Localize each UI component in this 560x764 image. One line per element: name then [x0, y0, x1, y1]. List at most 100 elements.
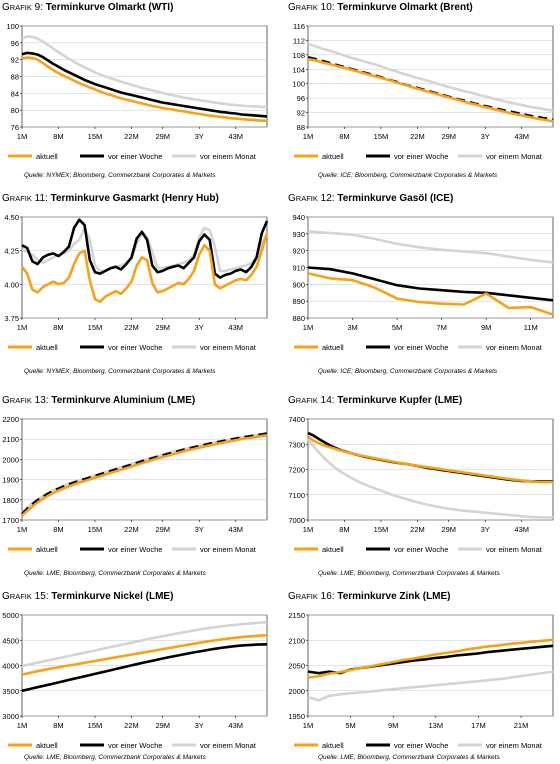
- legend-label: aktuell: [36, 741, 58, 750]
- chart-title: GRAFIK 11: Terminkurve Gasmarkt (Henry H…: [2, 193, 219, 204]
- y-tick-label: 1900: [2, 476, 19, 485]
- x-tick-label: 1M: [17, 721, 27, 730]
- chart-panel-11: GRAFIK 11: Terminkurve Gasmarkt (Henry H…: [2, 193, 274, 375]
- x-tick-label: 8M: [339, 132, 349, 141]
- series-line-aktuell: [307, 57, 554, 123]
- y-tick-label: 7400: [288, 415, 305, 424]
- y-tick-label: 76: [11, 123, 19, 132]
- series-line-vor-einem-monat: [21, 620, 268, 668]
- y-tick-label: 890: [292, 297, 305, 306]
- series-line-vor-einer-woche: [21, 218, 269, 279]
- x-tick-label: 5M: [392, 323, 402, 332]
- y-tick-label: 14500: [2, 636, 19, 645]
- x-tick-label: 43M: [514, 132, 529, 141]
- chart-source: Quelle: NYMEX; Bloomberg, Commerzbank Co…: [24, 172, 216, 179]
- x-tick-label: 15M: [374, 132, 389, 141]
- chart-svg: 15000 14500 14000 13500 130001M 8M 15M 22M 29M 3Y…: [2, 611, 268, 750]
- x-tick-label: 43M: [228, 721, 243, 730]
- y-tick-label: 80: [11, 106, 19, 115]
- series-line-vor-einem-monat: [307, 670, 554, 702]
- chart-panel-14: GRAFIK 14: Terminkurve Kupfer (LME) 7400…: [288, 395, 560, 577]
- x-tick-label: 13M: [429, 721, 444, 730]
- x-tick-label: 15M: [88, 721, 103, 730]
- legend-label: vor einem Monat: [200, 741, 257, 750]
- y-tick-label: 100: [292, 80, 305, 89]
- chart-source: Quelle: ICE; Bloomberg, Commerzbank Corp…: [318, 172, 498, 179]
- y-tick-label: 2150: [288, 611, 305, 620]
- chart-title: GRAFIK 12: Terminkurve Gasöl (ICE): [288, 193, 454, 204]
- legend-label: aktuell: [36, 545, 58, 554]
- x-tick-label: 22M: [124, 525, 139, 534]
- plot-area: [21, 418, 268, 521]
- legend-label: vor einem Monat: [486, 343, 543, 352]
- y-tick-label: 7000: [288, 516, 305, 525]
- y-tick-label: 880: [292, 314, 305, 323]
- x-tick-label: 29M: [155, 721, 170, 730]
- x-tick-label: 29M: [441, 132, 456, 141]
- chart-panel-10: GRAFIK 10: Terminkurve Olmarkt (Brent) 1…: [288, 2, 560, 184]
- x-tick-label: 15M: [374, 525, 389, 534]
- chart-panel-12: GRAFIK 12: Terminkurve Gasöl (ICE) 940 93…: [288, 193, 560, 375]
- y-tick-label: 1800: [2, 496, 19, 505]
- y-tick-label: 116: [293, 22, 305, 31]
- x-tick-label: 29M: [155, 132, 170, 141]
- x-tick-label: 8M: [53, 525, 63, 534]
- x-tick-label: 7M: [436, 323, 446, 332]
- y-tick-label: 92: [11, 56, 19, 65]
- y-tick-label: 2100: [288, 636, 305, 645]
- y-tick-label: 3.75: [4, 314, 19, 323]
- legend-label: vor einer Woche: [108, 343, 162, 352]
- x-tick-label: 1M: [17, 132, 27, 141]
- chart-title: GRAFIK 13: Terminkurve Aluminium (LME): [2, 395, 196, 406]
- x-tick-label: 15M: [88, 525, 103, 534]
- x-tick-label: 43M: [228, 132, 243, 141]
- y-tick-label: 4.50: [4, 213, 19, 222]
- x-tick-label: 9M: [388, 721, 398, 730]
- series-line-aktuell: [307, 435, 553, 484]
- y-tick-label: 930: [292, 230, 305, 239]
- y-tick-label: 2100: [2, 435, 19, 444]
- x-tick-label: 43M: [514, 525, 529, 534]
- series-line-aktuell: [307, 638, 554, 679]
- y-tick-label: 900: [292, 280, 305, 289]
- series-line-aktuell: [307, 272, 554, 316]
- y-tick-label: 88: [11, 73, 19, 82]
- y-tick-label: 4.00: [4, 280, 19, 289]
- y-tick-label: 1950: [288, 712, 305, 721]
- y-tick-label: 15000: [2, 611, 19, 620]
- x-tick-label: 43M: [228, 323, 243, 332]
- legend-label: vor einer Woche: [108, 741, 162, 750]
- y-tick-label: 96: [297, 94, 305, 103]
- y-tick-label: 13500: [2, 687, 19, 696]
- x-tick-label: 3Y: [481, 132, 490, 141]
- x-tick-label: 1M: [303, 132, 313, 141]
- legend-label: aktuell: [322, 343, 344, 352]
- x-tick-label: 1M: [17, 525, 27, 534]
- y-tick-label: 88: [297, 123, 305, 132]
- y-tick-label: 7300: [288, 440, 305, 449]
- chart-title: GRAFIK 14: Terminkurve Kupfer (LME): [288, 395, 463, 406]
- y-tick-label: 13000: [2, 712, 19, 721]
- legend-label: vor einem Monat: [200, 343, 257, 352]
- y-tick-label: 920: [292, 247, 305, 256]
- y-tick-label: 96: [11, 39, 19, 48]
- y-tick-label: 2000: [2, 455, 19, 464]
- x-tick-label: 22M: [410, 132, 425, 141]
- legend-label: vor einem Monat: [486, 741, 543, 750]
- x-tick-label: 3M: [347, 323, 357, 332]
- x-tick-label: 22M: [124, 721, 139, 730]
- legend-label: vor einem Monat: [200, 152, 257, 161]
- chart-panel-16: GRAFIK 16: Terminkurve Zink (LME) 2150 21…: [288, 591, 560, 763]
- x-tick-label: 1M: [303, 721, 313, 730]
- x-tick-label: 29M: [155, 323, 170, 332]
- series-line-aktuell: [20, 232, 269, 304]
- x-tick-label: 21M: [514, 721, 529, 730]
- legend-label: vor einem Monat: [486, 545, 543, 554]
- legend-label: aktuell: [36, 343, 58, 352]
- series-line-vor-einer-woche: [21, 643, 268, 693]
